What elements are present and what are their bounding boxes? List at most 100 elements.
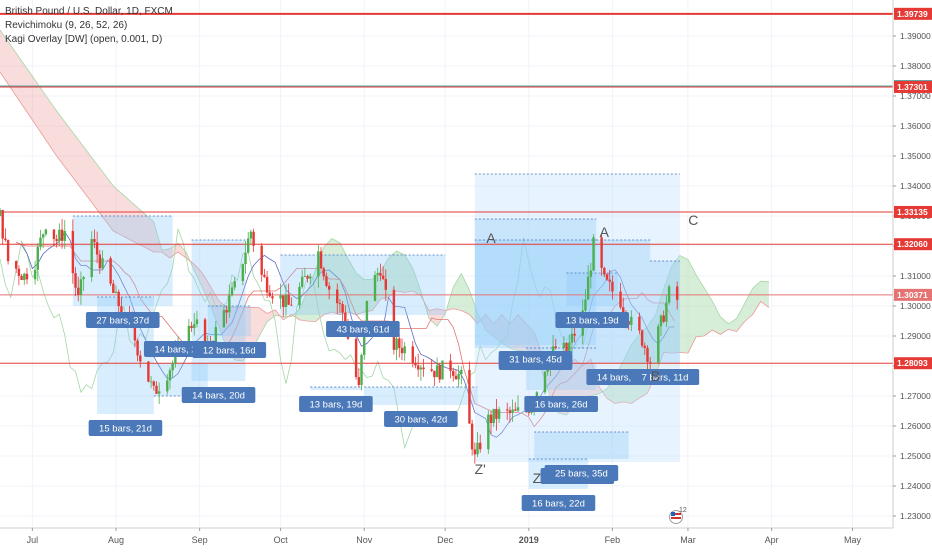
cloud-segment <box>526 323 535 356</box>
cloud-segment <box>97 164 106 221</box>
cloud-segment <box>760 281 769 308</box>
candle-body <box>20 275 23 281</box>
candle-body <box>398 338 401 349</box>
candle-body <box>300 276 304 287</box>
candle-body <box>665 302 668 322</box>
candle-body <box>414 362 417 366</box>
measure-label: 15 bars, 21d <box>88 420 163 436</box>
candle-body <box>638 316 641 331</box>
candle-body <box>622 307 625 313</box>
price-tag-text: 1.37301 <box>897 82 928 92</box>
measure-label-text: 13 bars, 19d <box>566 316 619 327</box>
candle-body <box>249 231 253 239</box>
grid <box>0 0 893 528</box>
candle-body <box>23 273 26 281</box>
measure-label-text: 43 bars, 61d <box>336 325 389 336</box>
cloud-segment <box>696 274 705 337</box>
month-label: 2019 <box>519 535 539 545</box>
candle-body <box>573 333 576 336</box>
price-tag-text: 1.32060 <box>897 239 928 249</box>
candle-body <box>287 294 290 305</box>
candle-body <box>139 355 142 362</box>
candle-body <box>171 363 174 371</box>
measure-label: 31 bars, 45d <box>498 351 573 367</box>
cloud-segment <box>194 264 203 288</box>
candle-body <box>643 345 646 348</box>
candle-body <box>147 361 150 382</box>
candle-body <box>589 270 593 277</box>
candle-body <box>193 324 196 329</box>
candle-body <box>133 324 137 341</box>
candle-body <box>306 276 309 279</box>
measure-box <box>534 432 629 459</box>
candle-body <box>44 229 48 235</box>
candle-body <box>506 409 509 411</box>
wave-label: B <box>651 368 660 384</box>
cloud-segment <box>396 250 405 293</box>
candle-body <box>244 252 247 265</box>
candle-body <box>222 310 226 328</box>
candle-body <box>17 268 21 276</box>
candle-body <box>411 346 414 363</box>
candle-body <box>433 370 436 378</box>
candle-body <box>657 326 660 363</box>
cloud-segment <box>258 307 268 337</box>
candle-body <box>260 245 263 275</box>
candle-body <box>403 346 406 354</box>
candle-body <box>514 409 517 411</box>
measure-label-text: 15 bars, 21d <box>99 424 152 435</box>
candle-body <box>71 231 75 274</box>
price-tick-label: 1.35000 <box>900 151 931 161</box>
cloud-segment <box>404 254 413 293</box>
candle-body <box>360 354 363 385</box>
candle-body <box>457 373 460 380</box>
candle-body <box>6 240 10 262</box>
candle-body <box>381 275 385 279</box>
candle-body <box>646 347 649 362</box>
cloud-segment <box>712 301 721 335</box>
candle-body <box>489 414 493 424</box>
cloud-segment <box>8 41 17 96</box>
candle-body <box>60 229 64 241</box>
month-label: Sep <box>192 535 208 545</box>
candle-body <box>284 294 288 307</box>
time-axis[interactable]: Jul Aug Sep Oct Nov Dec 2019 Feb Mar Apr May <box>0 527 893 545</box>
candles[interactable] <box>0 208 679 464</box>
candle-body <box>395 338 398 350</box>
candle-body <box>268 292 271 297</box>
measure-label-text: 27 bars, 37d <box>96 316 149 327</box>
measure-label: 30 bars, 42d <box>384 411 458 427</box>
cloud-segment <box>89 153 98 210</box>
candle-body <box>319 251 323 269</box>
flag-icon[interactable]: 12 <box>669 507 687 524</box>
candle-body <box>14 261 18 269</box>
cloud-segment <box>16 53 25 108</box>
horizontal-levels[interactable] <box>0 12 893 364</box>
candle-body <box>422 367 425 370</box>
cloud-segment <box>178 243 187 258</box>
candle-body <box>271 296 274 299</box>
candle-body <box>495 408 498 419</box>
measure-label-text: 14 bars, 20d <box>154 345 207 356</box>
candle-body <box>187 325 191 344</box>
candle-body <box>252 231 255 246</box>
cloud-segment <box>720 316 729 335</box>
candle-body <box>357 377 361 385</box>
cloud-segment <box>202 273 211 306</box>
candle-body <box>74 273 77 288</box>
senkou-span-a <box>0 29 769 416</box>
month-label: May <box>844 535 862 545</box>
candle-body <box>565 342 568 352</box>
candle-body <box>438 365 441 380</box>
candle-body <box>419 367 423 370</box>
cloud-segment <box>501 314 510 349</box>
candle-body <box>554 346 557 348</box>
wave-label: A <box>600 224 610 240</box>
measure-label-bg <box>555 312 629 328</box>
wave-label: Z' <box>475 461 486 477</box>
price-tag <box>894 357 932 370</box>
measure-label: 16 bars, 22d <box>521 495 596 511</box>
